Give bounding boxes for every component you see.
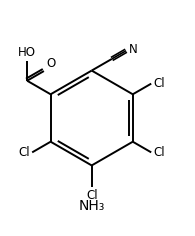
Text: N: N [129, 43, 138, 56]
Text: NH₃: NH₃ [79, 199, 105, 213]
Text: HO: HO [18, 46, 36, 59]
Text: Cl: Cl [153, 146, 165, 159]
Text: O: O [46, 57, 56, 70]
Text: Cl: Cl [86, 189, 98, 202]
Text: Cl: Cl [19, 146, 30, 159]
Text: Cl: Cl [153, 77, 165, 90]
